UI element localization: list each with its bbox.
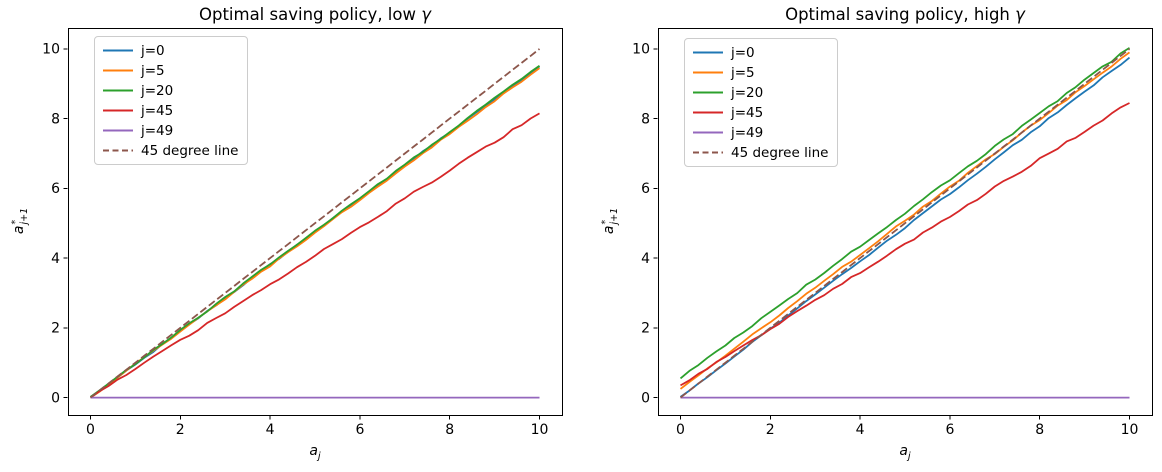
legend-item-j-49: j=49 bbox=[103, 122, 238, 139]
legend-line-swatch bbox=[103, 49, 133, 52]
legend-item-j-45: j=45 bbox=[693, 104, 828, 121]
legend-label: j=49 bbox=[731, 124, 764, 141]
legend-line-swatch bbox=[103, 149, 133, 152]
series-line-j-20 bbox=[679, 47, 1130, 380]
legend-line-swatch bbox=[103, 109, 133, 112]
x-axis-tick-label: 10 bbox=[531, 422, 549, 438]
y-axis-tick-label: 8 bbox=[641, 111, 650, 127]
legend-low-gamma: j=0 j=5 j=20 j=45 j=49 45 degree line bbox=[94, 36, 249, 165]
y-axis-tick-label: 4 bbox=[51, 251, 60, 267]
legend-high-gamma: j=0 j=5 j=20 j=45 j=49 45 degree line bbox=[684, 38, 839, 167]
legend-item-45-degree-line: 45 degree line bbox=[693, 144, 828, 161]
legend-line-swatch bbox=[693, 71, 723, 74]
x-axis-label-base: a bbox=[899, 443, 908, 459]
y-axis-tick-label: 6 bbox=[641, 181, 650, 197]
legend-label: j=5 bbox=[141, 62, 165, 79]
plot-title-text: Optimal saving policy, low bbox=[198, 5, 422, 24]
series-line-45-degree-line bbox=[89, 48, 541, 399]
axes-frame bbox=[658, 28, 1153, 416]
x-axis-tick-label: 6 bbox=[355, 422, 364, 438]
x-axis-tick-label: 6 bbox=[945, 422, 954, 438]
y-axis-label-high-gamma: a * j+1 bbox=[594, 186, 624, 256]
gamma-symbol: γ bbox=[421, 5, 431, 24]
x-axis-tick-label: 0 bbox=[676, 422, 685, 438]
legend-item-j-5: j=5 bbox=[693, 64, 828, 81]
gamma-symbol: γ bbox=[1015, 5, 1025, 24]
legend-label: j=45 bbox=[731, 104, 764, 121]
y-axis-tick-label: 2 bbox=[641, 321, 650, 337]
y-axis-label-script: * j+1 bbox=[10, 207, 31, 225]
series-line-j-20 bbox=[89, 64, 541, 398]
x-axis-tick-label: 10 bbox=[1121, 422, 1139, 438]
legend-item-j-45: j=45 bbox=[103, 102, 238, 119]
x-axis-label-sub: j bbox=[907, 450, 911, 462]
legend-item-j-20: j=20 bbox=[693, 84, 828, 101]
legend-line-swatch bbox=[103, 89, 133, 92]
legend-item-j-49: j=49 bbox=[693, 124, 828, 141]
y-axis-label-script: * j+1 bbox=[600, 207, 621, 225]
legend-line-swatch bbox=[693, 111, 723, 114]
legend-label: j=20 bbox=[731, 84, 764, 101]
x-axis-label-base: a bbox=[309, 443, 318, 459]
plot-title-text: Optimal saving policy, high bbox=[785, 5, 1016, 24]
legend-label: 45 degree line bbox=[731, 144, 829, 161]
y-axis-label-low-gamma: a * j+1 bbox=[4, 186, 34, 256]
y-axis-tick-label: 0 bbox=[51, 390, 60, 406]
legend-label: j=45 bbox=[141, 102, 174, 119]
legend-item-j-5: j=5 bbox=[103, 62, 238, 79]
legend-label: j=20 bbox=[141, 82, 174, 99]
x-axis-label-high-gamma: aj bbox=[658, 443, 1152, 462]
legend-label: j=0 bbox=[141, 42, 165, 59]
y-axis-tick-label: 2 bbox=[51, 321, 60, 337]
series-line-j-45 bbox=[680, 102, 1130, 387]
series-line-j-0 bbox=[679, 56, 1131, 398]
legend-item-j-0: j=0 bbox=[693, 44, 828, 61]
legend-line-swatch bbox=[103, 129, 133, 132]
x-axis-label-sub: j bbox=[317, 450, 321, 462]
legend-label: j=5 bbox=[731, 64, 755, 81]
legend-item-j-20: j=20 bbox=[103, 82, 238, 99]
series-line-j-45 bbox=[89, 112, 540, 399]
x-axis-tick-label: 0 bbox=[86, 422, 95, 438]
y-axis-tick-label: 4 bbox=[641, 251, 650, 267]
y-axis-tick-label: 6 bbox=[51, 181, 60, 197]
legend-line-swatch bbox=[693, 151, 723, 154]
legend-line-swatch bbox=[693, 91, 723, 94]
legend-label: j=49 bbox=[141, 122, 174, 139]
legend-line-swatch bbox=[693, 131, 723, 134]
x-axis-tick-label: 4 bbox=[266, 422, 275, 438]
legend-label: j=0 bbox=[731, 44, 755, 61]
y-axis-label-sub: j+1 bbox=[19, 207, 30, 225]
axes-frame bbox=[68, 28, 563, 416]
y-axis-tick-label: 0 bbox=[641, 390, 650, 406]
y-axis-tick-label: 8 bbox=[51, 111, 60, 127]
x-axis-tick-label: 8 bbox=[1035, 422, 1044, 438]
series-line-45-degree-line bbox=[679, 48, 1131, 399]
legend-item-j-0: j=0 bbox=[103, 42, 238, 59]
y-axis-label-base: a bbox=[601, 225, 617, 235]
plot-title-low-gamma: Optimal saving policy, low γ bbox=[68, 5, 562, 24]
plot-title-high-gamma: Optimal saving policy, high γ bbox=[658, 5, 1152, 24]
legend-label: 45 degree line bbox=[141, 142, 239, 159]
legend-line-swatch bbox=[103, 69, 133, 72]
y-axis-tick-label: 10 bbox=[632, 42, 650, 58]
y-axis-tick-label: 10 bbox=[42, 42, 60, 58]
y-axis-label-base: a bbox=[11, 225, 27, 235]
x-axis-tick-label: 2 bbox=[176, 422, 185, 438]
x-axis-label-low-gamma: aj bbox=[68, 443, 562, 462]
x-axis-tick-label: 4 bbox=[856, 422, 865, 438]
legend-item-45-degree-line: 45 degree line bbox=[103, 142, 238, 159]
x-axis-tick-label: 8 bbox=[445, 422, 454, 438]
legend-line-swatch bbox=[693, 51, 723, 54]
x-axis-tick-label: 2 bbox=[766, 422, 775, 438]
y-axis-label-sub: j+1 bbox=[609, 207, 620, 225]
